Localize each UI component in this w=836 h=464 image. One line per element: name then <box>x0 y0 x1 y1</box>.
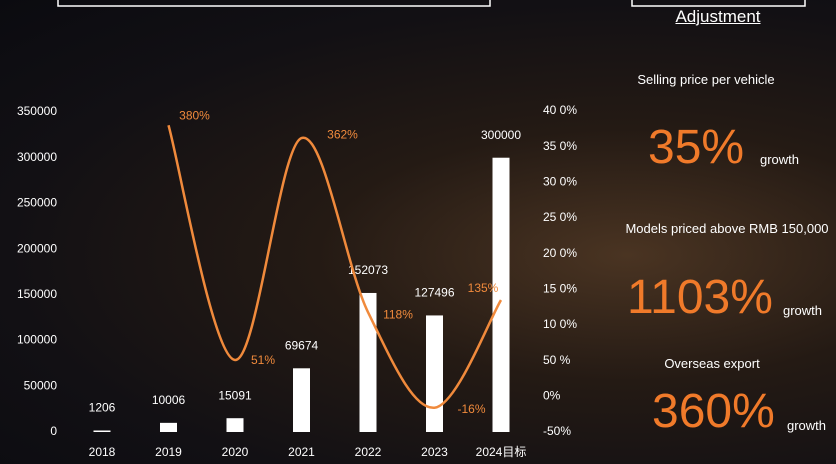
item-suffix: growth <box>787 418 827 433</box>
panel-heading: Adjustment <box>675 7 761 26</box>
line-value-label: 135% <box>468 281 499 295</box>
y-tick-label: 300000 <box>17 150 57 164</box>
y2-tick-label: 0% <box>543 389 561 403</box>
y2-tick-label: 35 0% <box>543 139 577 153</box>
bar <box>160 422 177 432</box>
growth-line <box>167 124 503 409</box>
line-value-label: 51% <box>251 353 275 367</box>
item-label: Models priced above RMB 150,000 <box>625 221 829 236</box>
y-tick-label: 50000 <box>24 378 58 392</box>
x-tick-label: 2019 <box>155 445 182 459</box>
y2-tick-label: 10 0% <box>543 317 577 331</box>
y-tick-label: 350000 <box>17 104 57 118</box>
line-value-label: -16% <box>457 402 485 416</box>
bar-value-label: 152073 <box>348 263 388 277</box>
y-tick-label: 0 <box>50 424 57 438</box>
bar-value-label: 10006 <box>152 393 186 407</box>
item-label: Selling price per vehicle <box>637 72 775 87</box>
x-tick-label: 2024目标 <box>476 445 527 459</box>
y-tick-label: 150000 <box>17 287 57 301</box>
bar <box>492 157 510 432</box>
x-tick-label: 2023 <box>421 445 448 459</box>
bar-value-label: 69674 <box>285 338 319 352</box>
y2-tick-label: 20 0% <box>543 246 577 260</box>
panel-frame <box>631 0 806 7</box>
top-frame <box>57 0 491 7</box>
y2-tick-label: 50 % <box>543 353 571 367</box>
bar <box>226 418 244 432</box>
item-label: Overseas export <box>664 356 760 371</box>
y2-tick-label: 40 0% <box>543 103 577 117</box>
bar <box>426 315 443 432</box>
x-tick-label: 2021 <box>288 445 315 459</box>
x-tick-label: 2018 <box>89 445 116 459</box>
bar-value-label: 1206 <box>89 401 116 415</box>
x-tick-label: 2022 <box>355 445 382 459</box>
x-tick-label: 2020 <box>222 445 249 459</box>
item-suffix: growth <box>783 303 823 318</box>
line-value-label: 362% <box>327 127 358 141</box>
line-value-label: 118% <box>383 307 413 321</box>
y2-tick-label: 30 0% <box>543 175 577 189</box>
item-figure: 1103% <box>627 271 773 324</box>
bar <box>293 368 310 432</box>
bar-value-label: 127496 <box>414 286 454 300</box>
item-figure: 360% <box>652 385 775 438</box>
y2-tick-label: 15 0% <box>543 282 577 296</box>
bar <box>359 292 377 432</box>
y2-tick-label: 25 0% <box>543 210 577 224</box>
item-figure: 35% <box>648 121 745 174</box>
y-tick-label: 200000 <box>17 241 57 255</box>
bar <box>93 430 111 432</box>
y-tick-label: 100000 <box>17 333 57 347</box>
bar-value-label: 300000 <box>481 128 521 142</box>
line-value-label: 380% <box>179 108 210 122</box>
y2-tick-label: -50% <box>543 424 571 438</box>
bar-value-label: 15091 <box>218 388 252 402</box>
item-suffix: growth <box>760 152 800 167</box>
y-tick-label: 250000 <box>17 196 57 210</box>
